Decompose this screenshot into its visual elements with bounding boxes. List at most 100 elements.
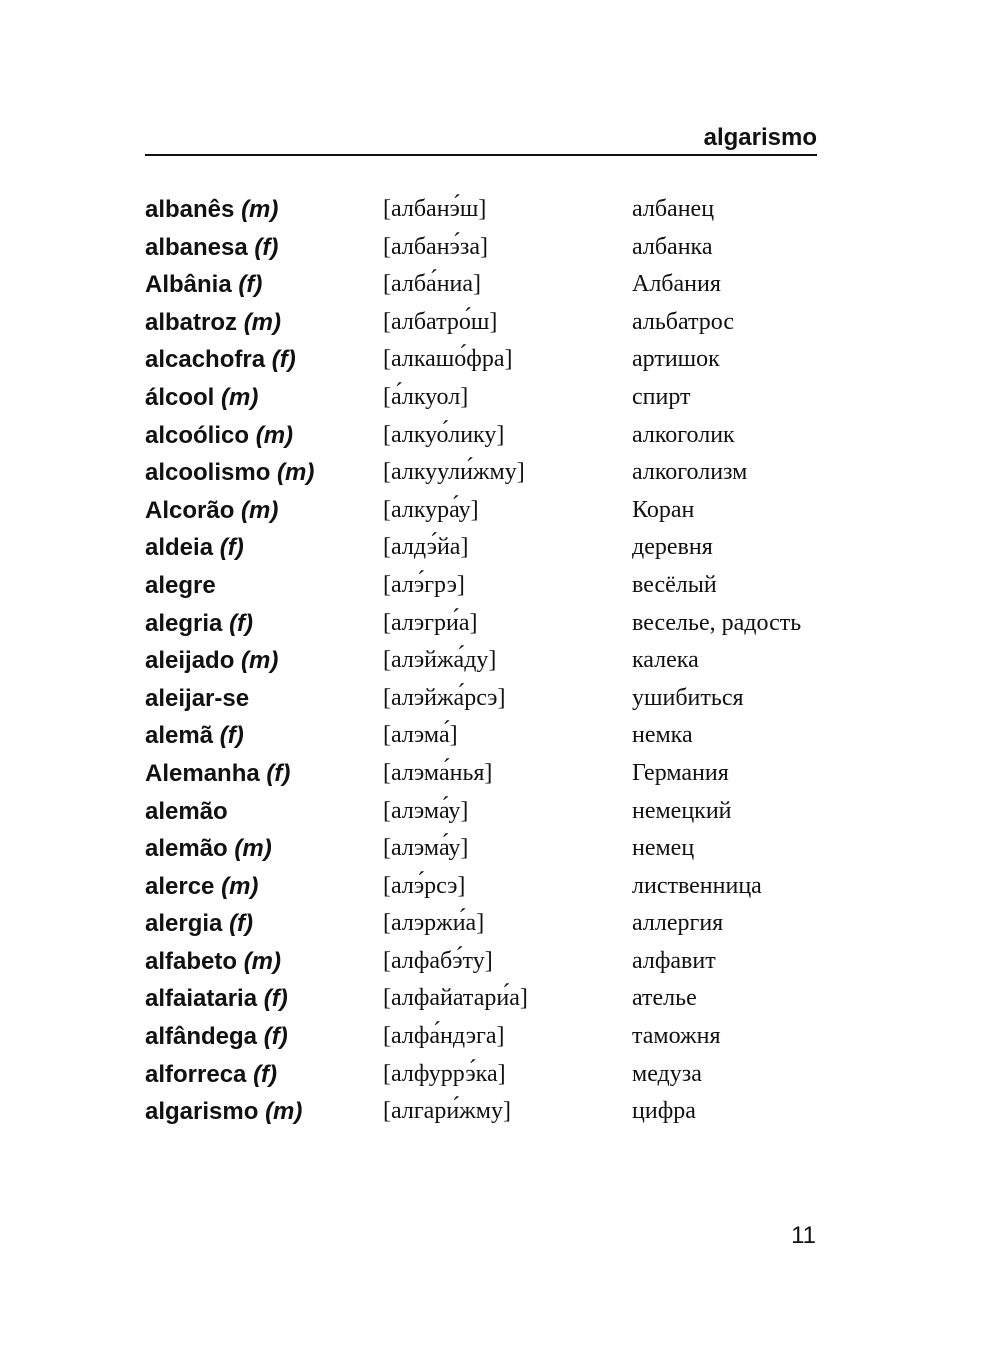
headword: albatroz xyxy=(145,308,238,336)
dictionary-entry: alfândega (f) [алфа́ндэга] таможня xyxy=(145,1023,817,1051)
dictionary-entry: alegria (f) [алэгри́а] веселье, радость xyxy=(145,610,817,638)
transcription: [алэйжа́ду] xyxy=(383,647,497,674)
headword: alfândega xyxy=(145,1023,258,1051)
gender: (f) xyxy=(253,1060,278,1088)
gender: (m) xyxy=(234,835,272,863)
headword: alemão xyxy=(145,835,228,863)
dictionary-entry: alergia (f) [алэржи́а] аллергия xyxy=(145,910,817,938)
transcription: [а́лкуол] xyxy=(383,383,469,410)
headword-cell: algarismo (m) xyxy=(145,1098,383,1126)
gender: (f) xyxy=(229,609,254,637)
dictionary-entry: aleijar-se [алэйжа́рсэ] ушибиться xyxy=(145,685,817,713)
translation: Германия xyxy=(632,759,729,786)
translation: немецкий xyxy=(632,797,732,824)
headword-cell: albanês (m) xyxy=(145,196,383,224)
headword: aleijar-se xyxy=(145,684,250,712)
dictionary-entry: aleijado (m) [алэйжа́ду] калека xyxy=(145,647,817,675)
dictionary-entry: alfaiataria (f) [алфайатари́а] ателье xyxy=(145,985,817,1013)
headword: alemã xyxy=(145,722,214,750)
headword: alegria xyxy=(145,609,223,637)
gender: (m) xyxy=(265,1098,303,1126)
dictionary-entry: alemão (m) [алэма́у] немец xyxy=(145,835,817,863)
translation: аллергия xyxy=(632,910,724,937)
translation: алкоголизм xyxy=(632,459,748,486)
headword: álcool xyxy=(145,383,215,411)
transcription: [алгари́жму] xyxy=(383,1098,511,1125)
dictionary-entry: Alcorão (m) [алкура́у] Коран xyxy=(145,497,817,525)
headword: aleijado xyxy=(145,647,235,675)
translation: калека xyxy=(632,647,699,674)
dictionary-entry: alemão [алэма́у] немецкий xyxy=(145,798,817,826)
page-number: 11 xyxy=(791,1222,816,1249)
translation: албанка xyxy=(632,233,713,260)
transcription: [алфайатари́а] xyxy=(383,985,528,1012)
gender: (m) xyxy=(241,196,279,223)
transcription: [алфа́ндэга] xyxy=(383,1023,505,1050)
gender: (m) xyxy=(221,872,259,900)
dictionary-entry: aldeia (f) [алдэ́йа] деревня xyxy=(145,534,817,562)
gender: (m) xyxy=(241,496,279,524)
headword-cell: alforreca (f) xyxy=(145,1061,383,1089)
headword: alcachofra xyxy=(145,346,266,374)
headword-cell: alergia (f) xyxy=(145,910,383,938)
dictionary-entry: alerce (m) [алэ́рсэ] лиственница xyxy=(145,873,817,901)
headword-cell: alemã (f) xyxy=(145,722,383,750)
headword: albanês xyxy=(145,196,235,223)
headword: algarismo xyxy=(145,1098,259,1126)
headword: alemão xyxy=(145,797,228,825)
headword-cell: alemão xyxy=(145,798,383,826)
transcription: [алэ́рсэ] xyxy=(383,872,466,899)
transcription: [алфуррэ́ка] xyxy=(383,1060,506,1087)
gender: (m) xyxy=(243,308,282,336)
headword-cell: alerce (m) xyxy=(145,873,383,901)
translation: Коран xyxy=(632,496,695,523)
headword: Albânia xyxy=(145,271,232,299)
transcription: [алкуули́жму] xyxy=(383,459,525,486)
transcription: [алфабэ́ту] xyxy=(383,947,493,974)
translation: лиственница xyxy=(632,872,762,899)
transcription: [алкашо́фра] xyxy=(383,346,513,373)
dictionary-entry: Alemanha (f) [алэма́нья] Германия xyxy=(145,760,817,788)
translation: алфавит xyxy=(632,947,716,974)
dictionary-entry: albanesa (f) [албанэ́за] албанка xyxy=(145,234,817,262)
dictionary-entry: alcoólico (m) [алкуо́лику] алкоголик xyxy=(145,422,817,450)
headword: alcoólico xyxy=(145,421,250,449)
headword-cell: aldeia (f) xyxy=(145,534,383,562)
headword-cell: alegria (f) xyxy=(145,610,383,638)
dictionary-entry: alegre [алэ́грэ] весёлый xyxy=(145,572,817,600)
headword: alergia xyxy=(145,910,223,938)
headword-cell: Albânia (f) xyxy=(145,271,383,299)
headword: alegre xyxy=(145,571,216,599)
translation: немка xyxy=(632,722,693,749)
gender: (m) xyxy=(221,383,259,411)
gender: (f) xyxy=(263,985,288,1013)
gender: (f) xyxy=(266,759,291,787)
transcription: [алэгри́а] xyxy=(383,609,478,636)
gender: (f) xyxy=(271,346,296,374)
gender: (m) xyxy=(243,947,282,975)
transcription: [алдэ́йа] xyxy=(383,534,469,561)
translation: цифра xyxy=(632,1098,696,1125)
dictionary-entry: albanês (m) [албанэ́ш] албанец xyxy=(145,196,817,224)
translation: весёлый xyxy=(632,571,717,598)
transcription: [алкура́у] xyxy=(383,496,479,523)
headword-cell: alfaiataria (f) xyxy=(145,985,383,1013)
transcription: [алэма́у] xyxy=(383,835,469,862)
headword: albanesa xyxy=(145,233,248,261)
dictionary-entry: alcachofra (f) [алкашо́фра] артишок xyxy=(145,346,817,374)
headword: alcoolismo xyxy=(145,459,271,487)
headword: alerce xyxy=(145,872,215,900)
gender: (m) xyxy=(277,459,315,487)
headword: alforreca xyxy=(145,1060,247,1088)
dictionary-entry: alemã (f) [алэма́] немка xyxy=(145,722,817,750)
headword-cell: aleijado (m) xyxy=(145,647,383,675)
translation: Албания xyxy=(632,271,721,298)
headword-cell: alcoólico (m) xyxy=(145,422,383,450)
translation: веселье, радость xyxy=(632,609,802,636)
transcription: [алэржи́а] xyxy=(383,910,485,937)
gender: (f) xyxy=(238,271,263,299)
gender: (f) xyxy=(229,910,254,938)
gender: (m) xyxy=(241,647,279,675)
headword-cell: albatroz (m) xyxy=(145,309,383,337)
transcription: [алэма́нья] xyxy=(383,759,493,786)
